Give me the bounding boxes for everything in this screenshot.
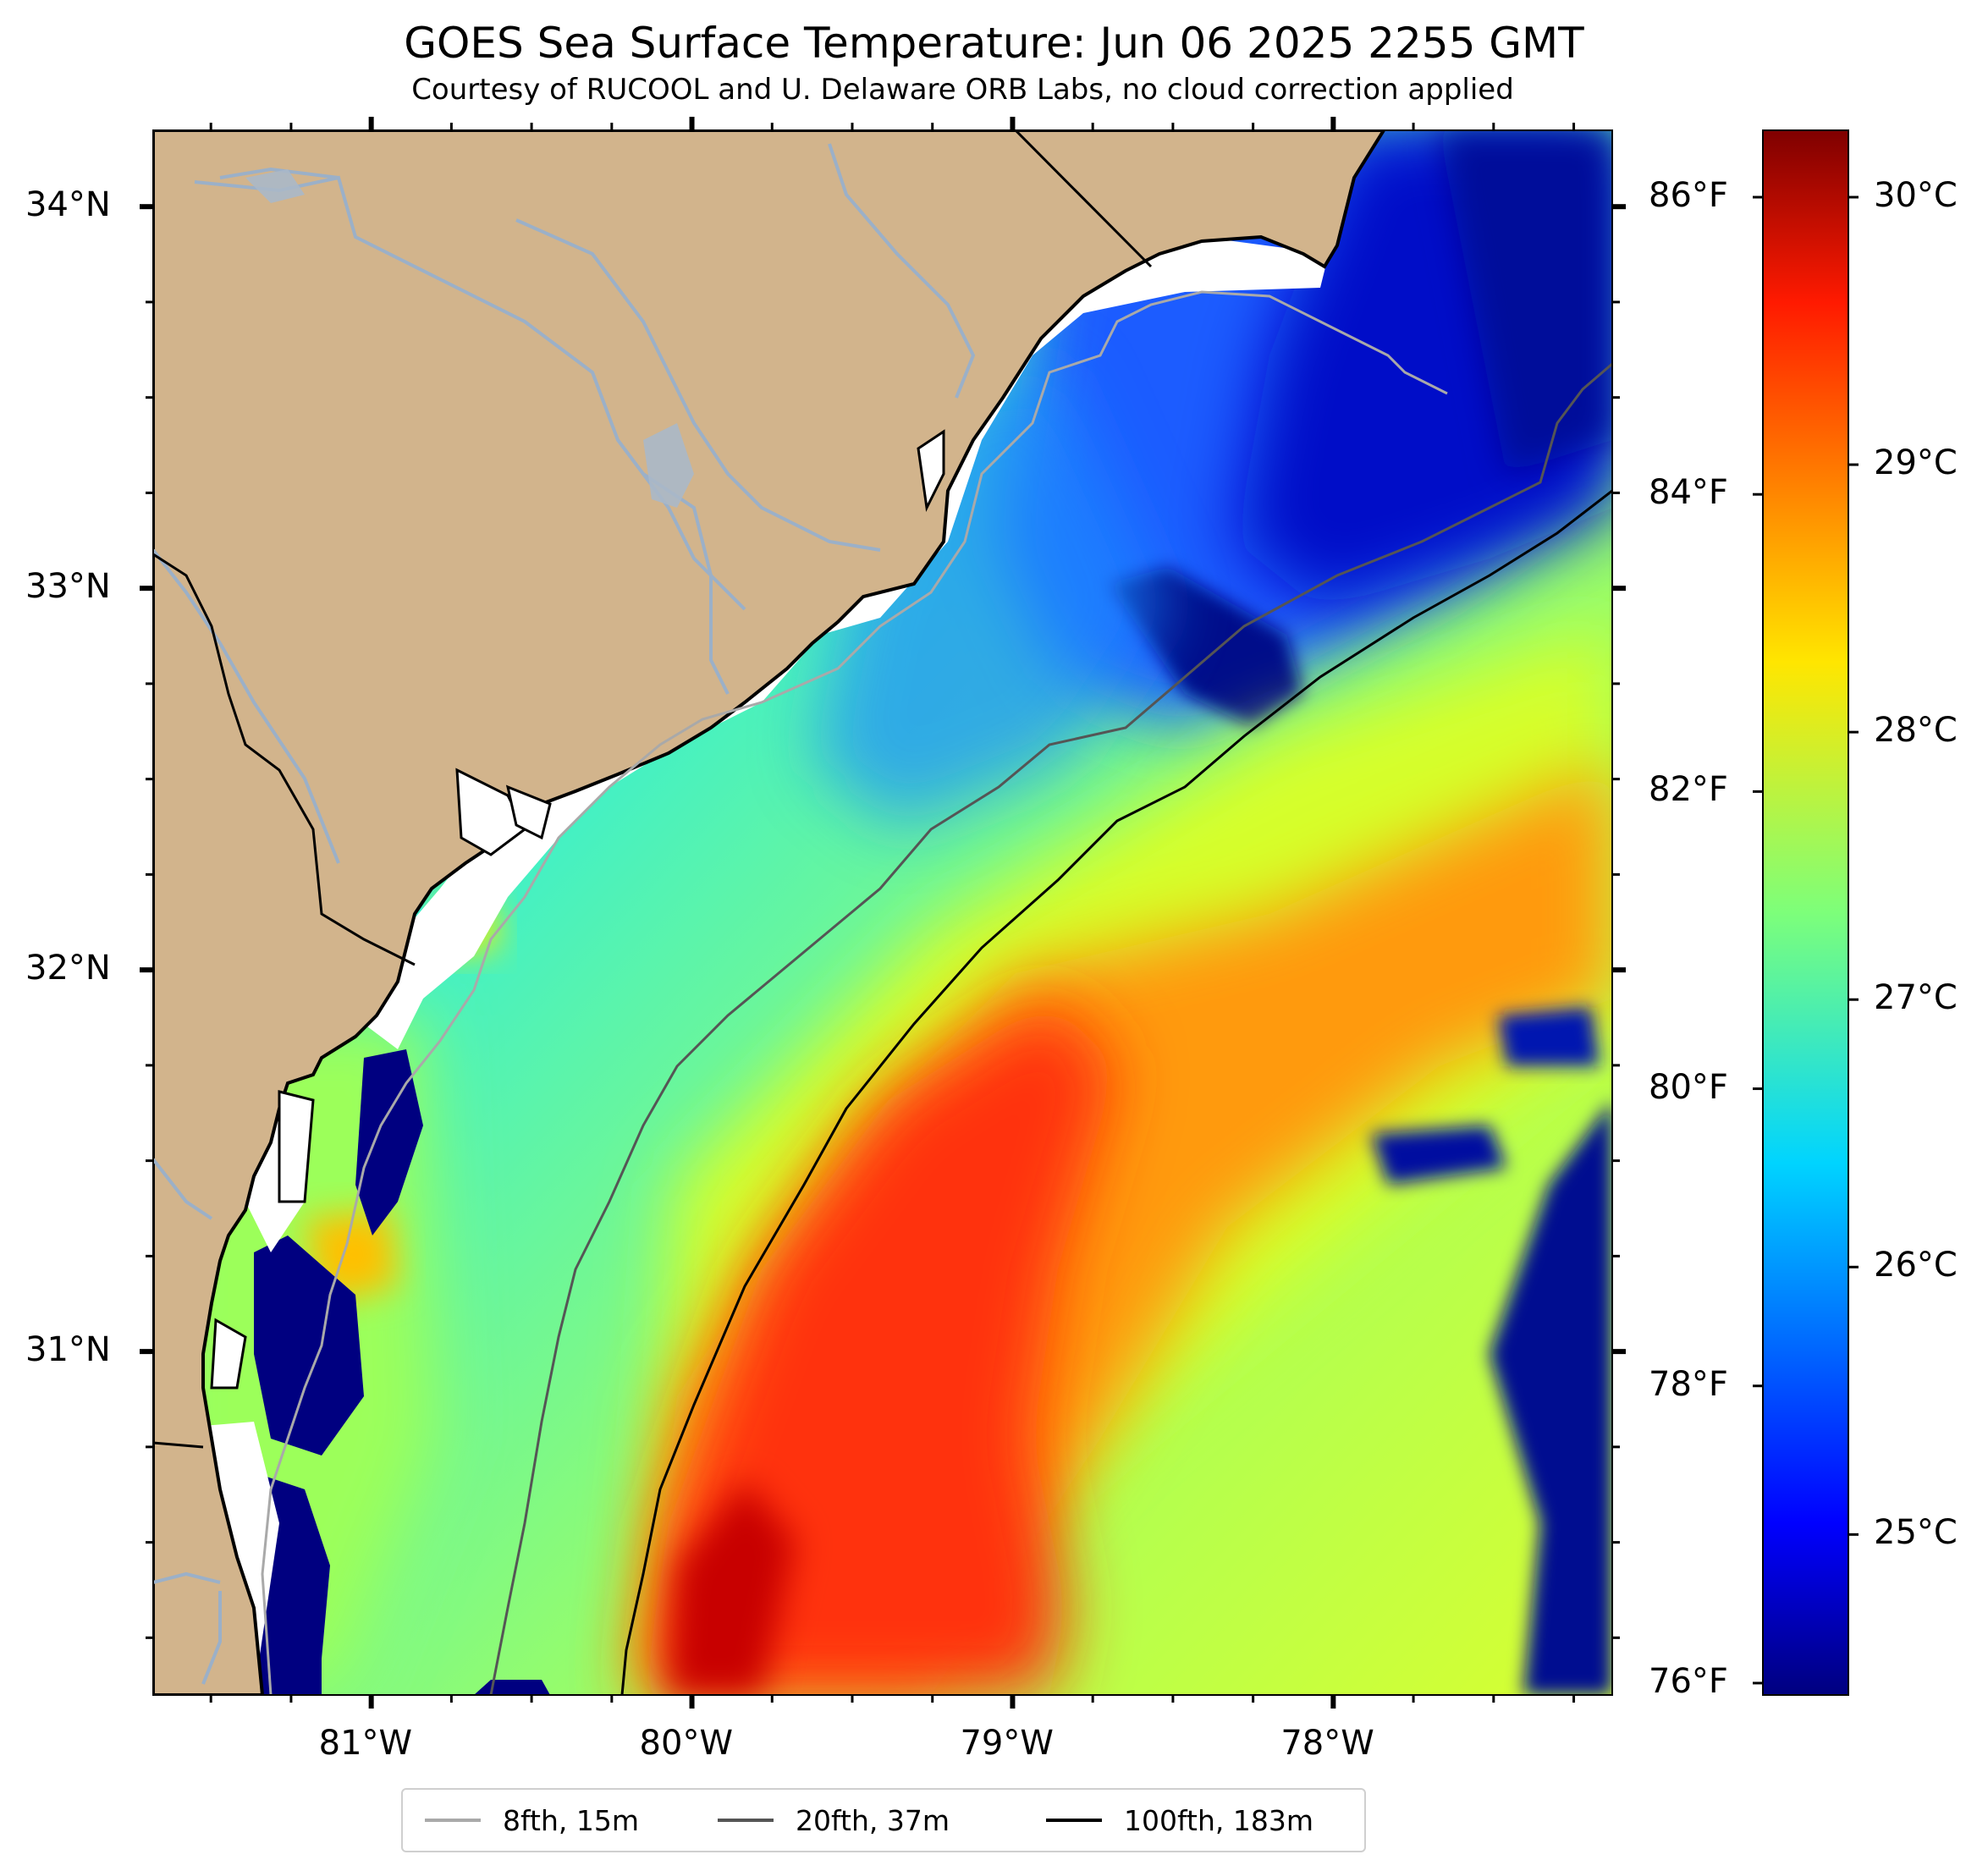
contour-legend: 8fth, 15m 20fth, 37m 100fth, 183m (401, 1788, 1366, 1852)
legend-item-100fth: 100fth, 183m (1046, 1790, 1313, 1851)
legend-item-8fth: 8fth, 15m (425, 1790, 639, 1851)
bathymetry-contours (261, 290, 1612, 1695)
map-title: GOES Sea Surface Temperature: Jun 06 202… (404, 19, 1584, 68)
legend-label: 8fth, 15m (503, 1803, 640, 1837)
legend-swatch-8fth (425, 1819, 481, 1822)
map-subtitle: Courtesy of RUCOOL and U. Delaware ORB L… (411, 73, 1514, 107)
fahrenheit-label: 86°F (1649, 176, 1728, 216)
celsius-label: 26°C (1874, 1246, 1958, 1285)
colorbar-ticks (1753, 195, 1859, 1685)
fahrenheit-label: 76°F (1649, 1661, 1728, 1701)
lat-label: 32°N (25, 949, 111, 988)
lon-label: 81°W (318, 1724, 413, 1763)
map-frame (152, 129, 1613, 1696)
lon-label: 80°W (639, 1724, 733, 1763)
contour-100fth (620, 489, 1612, 1695)
celsius-label: 27°C (1874, 978, 1958, 1018)
celsius-label: 28°C (1874, 711, 1958, 751)
lat-label: 31°N (25, 1330, 111, 1370)
legend-label: 20fth, 37m (796, 1803, 950, 1837)
celsius-label: 29°C (1874, 443, 1958, 483)
colorbar (1762, 129, 1849, 1696)
legend-swatch-100fth (1046, 1819, 1102, 1822)
lon-label: 79°W (960, 1724, 1054, 1763)
legend-swatch-20fth (718, 1819, 774, 1822)
celsius-label: 30°C (1874, 176, 1958, 216)
fahrenheit-label: 78°F (1649, 1364, 1728, 1404)
contour-20fth (489, 362, 1612, 1695)
fahrenheit-label: 84°F (1649, 473, 1728, 513)
lon-label: 78°W (1280, 1724, 1374, 1763)
state-boundaries (153, 130, 1153, 1449)
fahrenheit-label: 82°F (1649, 770, 1728, 810)
contour-8fth (261, 290, 1448, 1695)
map-ticks (140, 117, 1626, 1709)
lat-label: 34°N (25, 185, 111, 225)
legend-item-20fth: 20fth, 37m (718, 1790, 950, 1851)
fahrenheit-label: 80°F (1649, 1067, 1728, 1107)
lat-label: 33°N (25, 567, 111, 607)
legend-label: 100fth, 183m (1124, 1803, 1313, 1837)
land-area (153, 130, 1386, 1695)
celsius-label: 25°C (1874, 1513, 1958, 1553)
